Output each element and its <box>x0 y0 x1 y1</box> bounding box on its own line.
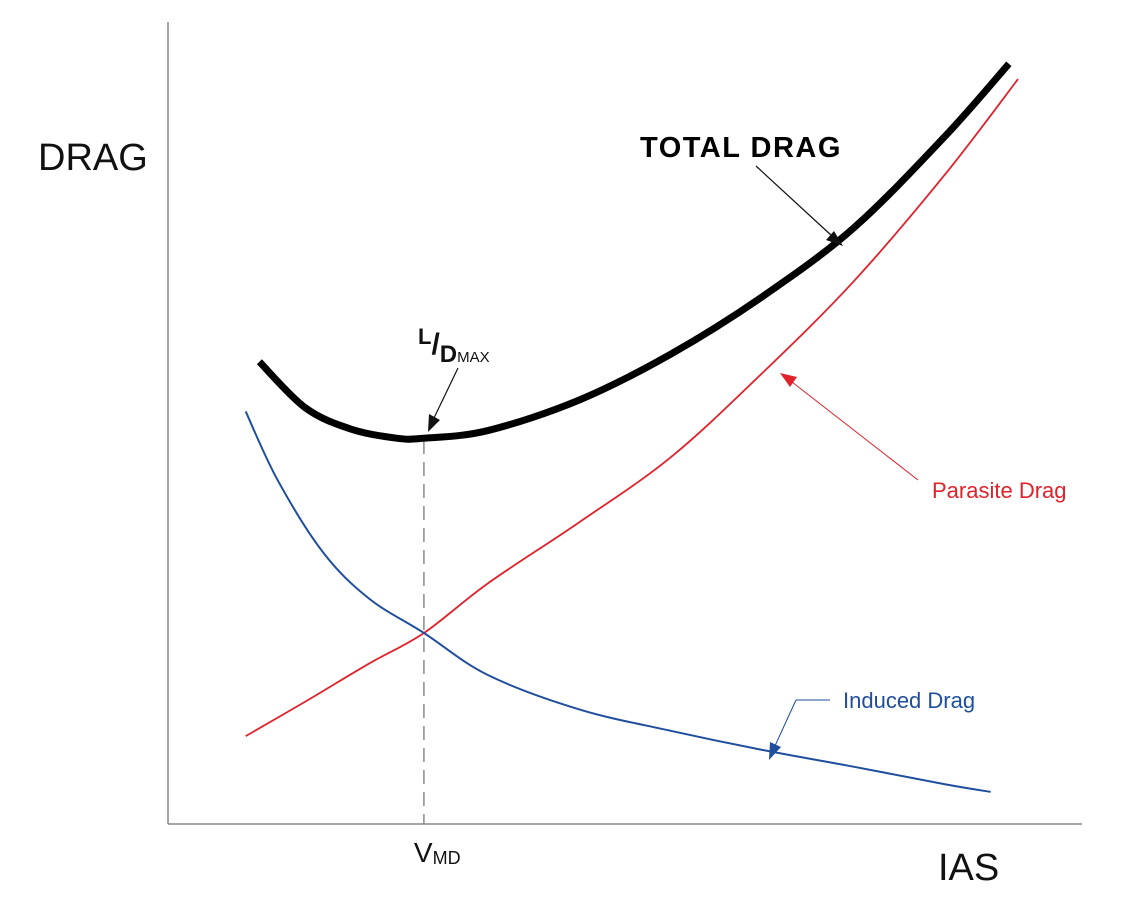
ld-max-l: L <box>418 324 431 349</box>
parasite-drag-annotation: Parasite Drag <box>780 373 1067 503</box>
ld-max-leader <box>433 367 459 419</box>
induced-drag-arrowhead <box>769 742 781 760</box>
parasite-drag-leader <box>791 381 919 481</box>
y-axis-label: DRAG <box>38 137 148 179</box>
ld-max-label: L/DMAX <box>418 324 490 368</box>
ld-max-d: D <box>440 341 457 368</box>
induced-drag-leader-diag <box>773 699 797 749</box>
series-layer <box>244 61 1019 793</box>
series-line-total-drag <box>256 61 1012 443</box>
induced-drag-label: Induced Drag <box>843 688 975 713</box>
series-line-parasite-drag <box>245 78 1019 737</box>
ld-max-annotation: L/DMAX <box>418 324 490 432</box>
total-drag-annotation: TOTAL DRAG <box>640 132 843 246</box>
total-drag-label: TOTAL DRAG <box>640 132 842 164</box>
ld-max-slash: / <box>431 328 440 361</box>
ld-max-arrowhead <box>428 414 440 432</box>
x-axis-label: IAS <box>938 847 999 889</box>
induced-drag-annotation: Induced Drag <box>769 688 975 760</box>
vmd-label-main: V <box>414 837 433 868</box>
parasite-drag-label: Parasite Drag <box>932 478 1067 503</box>
vmd-label: VMD <box>414 837 461 868</box>
ld-max-sub: MAX <box>457 349 490 366</box>
total-drag-arrowhead <box>826 231 843 246</box>
series-line-induced-drag <box>244 411 991 793</box>
total-drag-leader <box>755 165 833 237</box>
vmd-label-sub: MD <box>433 848 461 868</box>
parasite-drag-arrowhead <box>780 373 797 387</box>
